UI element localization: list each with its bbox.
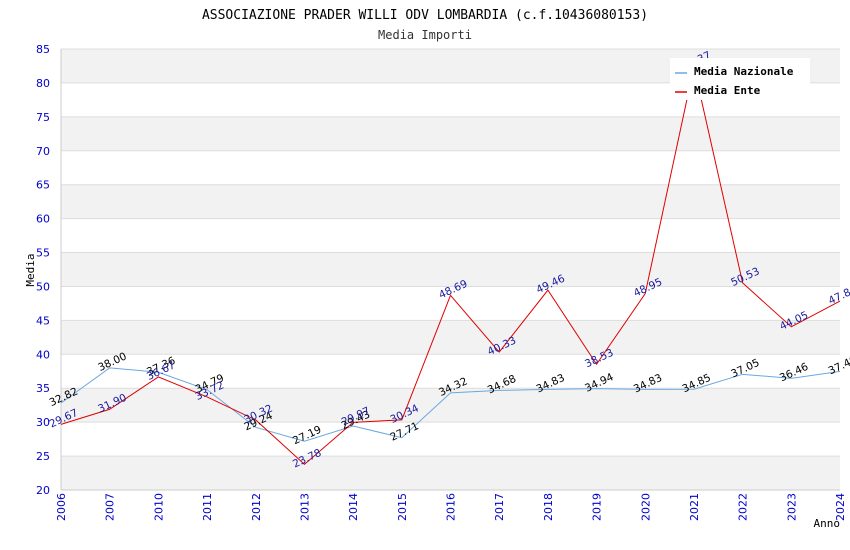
y-tick-label: 60 xyxy=(36,213,50,226)
y-tick-labels: 20 25 30 35 40 45 50 55 60 65 70 75 80 85 xyxy=(36,43,50,497)
x-tick-label: 2024 xyxy=(834,493,847,521)
series-lines xyxy=(60,66,841,466)
grid-band xyxy=(61,116,840,151)
grid-band xyxy=(61,388,840,423)
y-tick-label: 55 xyxy=(36,247,50,260)
y-tick-label: 45 xyxy=(36,314,50,327)
chart-title: ASSOCIAZIONE PRADER WILLI ODV LOMBARDIA … xyxy=(202,8,648,23)
grid-band xyxy=(61,320,840,355)
grid-band xyxy=(61,184,840,219)
axes xyxy=(60,49,840,491)
grid-band xyxy=(61,252,840,287)
y-tick-label: 20 xyxy=(36,484,50,497)
y-tick-label: 75 xyxy=(36,111,50,124)
y-axis-label: Media xyxy=(24,253,37,286)
x-tick-label: 2006 xyxy=(55,493,68,521)
x-tick-label: 2018 xyxy=(542,493,555,521)
y-tick-label: 35 xyxy=(36,382,50,395)
y-tick-label: 30 xyxy=(36,416,50,429)
x-tick-label: 2022 xyxy=(737,493,750,521)
series-line-nazionale xyxy=(60,367,841,442)
y-tick-label: 65 xyxy=(36,179,50,192)
y-tick-label: 70 xyxy=(36,145,50,158)
data-label-ente: 47.84 xyxy=(827,283,850,307)
grid-band xyxy=(61,456,840,490)
x-tick-label: 2017 xyxy=(493,493,506,521)
x-axis-label: Anno xyxy=(814,517,841,530)
x-tick-label: 2019 xyxy=(591,493,604,521)
y-tick-label: 40 xyxy=(36,348,50,361)
legend: Media Nazionale Media Ente xyxy=(670,58,810,100)
y-tick-label: 25 xyxy=(36,450,50,463)
x-tick-label: 2010 xyxy=(152,493,165,521)
chart-subtitle: Media Importi xyxy=(378,28,472,42)
y-tick-label: 50 xyxy=(36,280,50,293)
legend-label-nazionale: Media Nazionale xyxy=(694,65,794,78)
y-tick-label: 80 xyxy=(36,77,50,90)
x-tick-label: 2012 xyxy=(250,493,263,521)
grid-bands xyxy=(61,49,840,490)
x-tick-label: 2020 xyxy=(639,493,652,521)
data-label-nazionale: 37.49 xyxy=(827,354,850,378)
legend-box xyxy=(670,58,810,100)
y-tick-label: 85 xyxy=(36,43,50,56)
x-tick-labels: 2006 2007 2010 2011 2012 2013 2014 2015 2016 2017… xyxy=(55,493,847,521)
data-label-nazionale: 37.05 xyxy=(729,357,761,381)
x-tick-label: 2011 xyxy=(201,493,214,521)
x-tick-label: 2021 xyxy=(688,493,701,521)
legend-label-ente: Media Ente xyxy=(694,84,761,97)
grid-lines xyxy=(61,48,840,491)
x-tick-label: 2013 xyxy=(298,493,311,521)
series-line-ente xyxy=(60,66,841,466)
x-tick-label: 2016 xyxy=(445,493,458,521)
x-tick-label: 2015 xyxy=(396,493,409,521)
data-label-nazionale: 36.46 xyxy=(778,361,811,385)
x-tick-label: 2007 xyxy=(104,493,117,521)
data-label-nazionale: 27.19 xyxy=(291,424,323,448)
x-tick-label: 2023 xyxy=(785,493,798,521)
x-tick-label: 2014 xyxy=(347,493,360,521)
